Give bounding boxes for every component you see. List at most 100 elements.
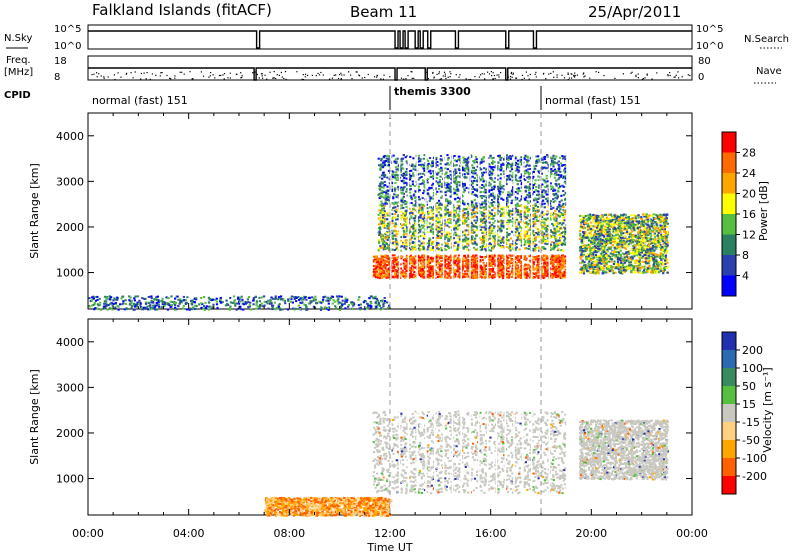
range-cell	[474, 272, 477, 275]
range-cell	[380, 182, 383, 185]
range-cell	[545, 233, 548, 236]
range-cell	[537, 267, 540, 270]
range-cell	[414, 209, 417, 212]
range-cell	[517, 270, 520, 273]
range-cell	[409, 194, 412, 197]
range-cell	[408, 274, 412, 277]
range-cell	[429, 271, 432, 274]
range-cell	[481, 202, 484, 204]
range-cell	[508, 215, 511, 218]
nave-dot	[284, 71, 287, 73]
nave-dot	[364, 76, 366, 79]
range-cell	[432, 248, 435, 251]
range-cell	[515, 266, 519, 268]
range-cell	[543, 227, 547, 230]
range-cell	[492, 214, 495, 217]
range-cell	[515, 243, 518, 245]
range-cell	[463, 188, 466, 191]
range-cell	[528, 208, 531, 211]
range-cell	[523, 234, 526, 237]
nave-dot	[438, 71, 440, 73]
range-cell	[533, 199, 536, 202]
range-cell	[429, 257, 433, 260]
range-cell	[395, 194, 398, 197]
range-cell	[555, 259, 558, 262]
range-cell	[378, 184, 381, 187]
range-cell	[399, 239, 402, 242]
range-cell	[454, 209, 457, 212]
range-cell	[406, 228, 409, 231]
range-cell	[474, 237, 477, 240]
range-cell	[555, 162, 558, 165]
range-cell	[410, 236, 413, 239]
range-cell	[461, 266, 464, 269]
range-cell	[445, 257, 448, 260]
range-cell	[393, 249, 396, 251]
range-cell	[531, 263, 534, 266]
nave-dot	[574, 74, 576, 77]
range-cell	[483, 234, 486, 237]
range-cell	[496, 206, 499, 209]
range-cell	[467, 261, 470, 264]
range-cell	[502, 245, 505, 248]
range-cell	[490, 237, 494, 240]
range-cell	[527, 238, 530, 241]
range-cell	[498, 275, 502, 278]
nave-dot	[450, 73, 452, 75]
nave-dot	[689, 74, 691, 77]
range-cell	[492, 221, 495, 224]
range-cell	[535, 216, 538, 219]
range-cell	[549, 274, 552, 277]
range-cell	[506, 223, 509, 226]
nave-dot	[493, 74, 496, 77]
range-cell	[561, 243, 565, 246]
range-cell	[447, 260, 450, 263]
nave-dot	[212, 74, 214, 76]
range-cell	[382, 255, 385, 258]
range-cell	[540, 224, 543, 227]
range-cell	[506, 262, 509, 265]
range-cell	[505, 234, 508, 237]
range-cell	[381, 275, 384, 277]
range-cell	[563, 265, 566, 268]
range-cell	[453, 242, 456, 244]
range-cell	[493, 255, 496, 258]
range-cell	[561, 155, 564, 157]
range-cell	[423, 170, 426, 172]
range-cell	[409, 262, 413, 265]
range-cell	[535, 164, 538, 167]
range-cell	[457, 237, 460, 240]
range-cell	[516, 255, 519, 258]
range-cell	[445, 255, 448, 258]
range-cell	[432, 231, 435, 234]
range-cell	[549, 229, 552, 232]
range-cell	[392, 216, 395, 219]
range-cell	[498, 210, 501, 213]
range-cell	[508, 254, 511, 257]
range-cell	[551, 276, 554, 279]
range-cell	[377, 276, 380, 279]
range-cell	[472, 225, 475, 228]
range-cell	[413, 219, 416, 222]
range-cell	[410, 174, 413, 177]
range-cell	[466, 243, 469, 246]
range-cell	[552, 260, 555, 263]
range-cell	[394, 216, 397, 219]
range-cell	[543, 257, 546, 260]
range-cell	[470, 274, 473, 277]
range-cell	[462, 247, 465, 250]
range-cell	[500, 167, 503, 170]
nave-dot	[675, 74, 677, 76]
range-cell	[405, 168, 409, 170]
range-cell	[552, 198, 555, 201]
nave-dot	[283, 77, 285, 80]
nave-dot	[285, 78, 287, 80]
range-cell	[384, 237, 387, 240]
range-cell	[435, 272, 438, 275]
range-cell	[513, 247, 516, 250]
range-cell	[544, 191, 547, 194]
range-cell	[409, 238, 413, 241]
range-cell	[436, 243, 439, 246]
nave-dot	[350, 74, 352, 76]
range-cell	[482, 195, 485, 198]
